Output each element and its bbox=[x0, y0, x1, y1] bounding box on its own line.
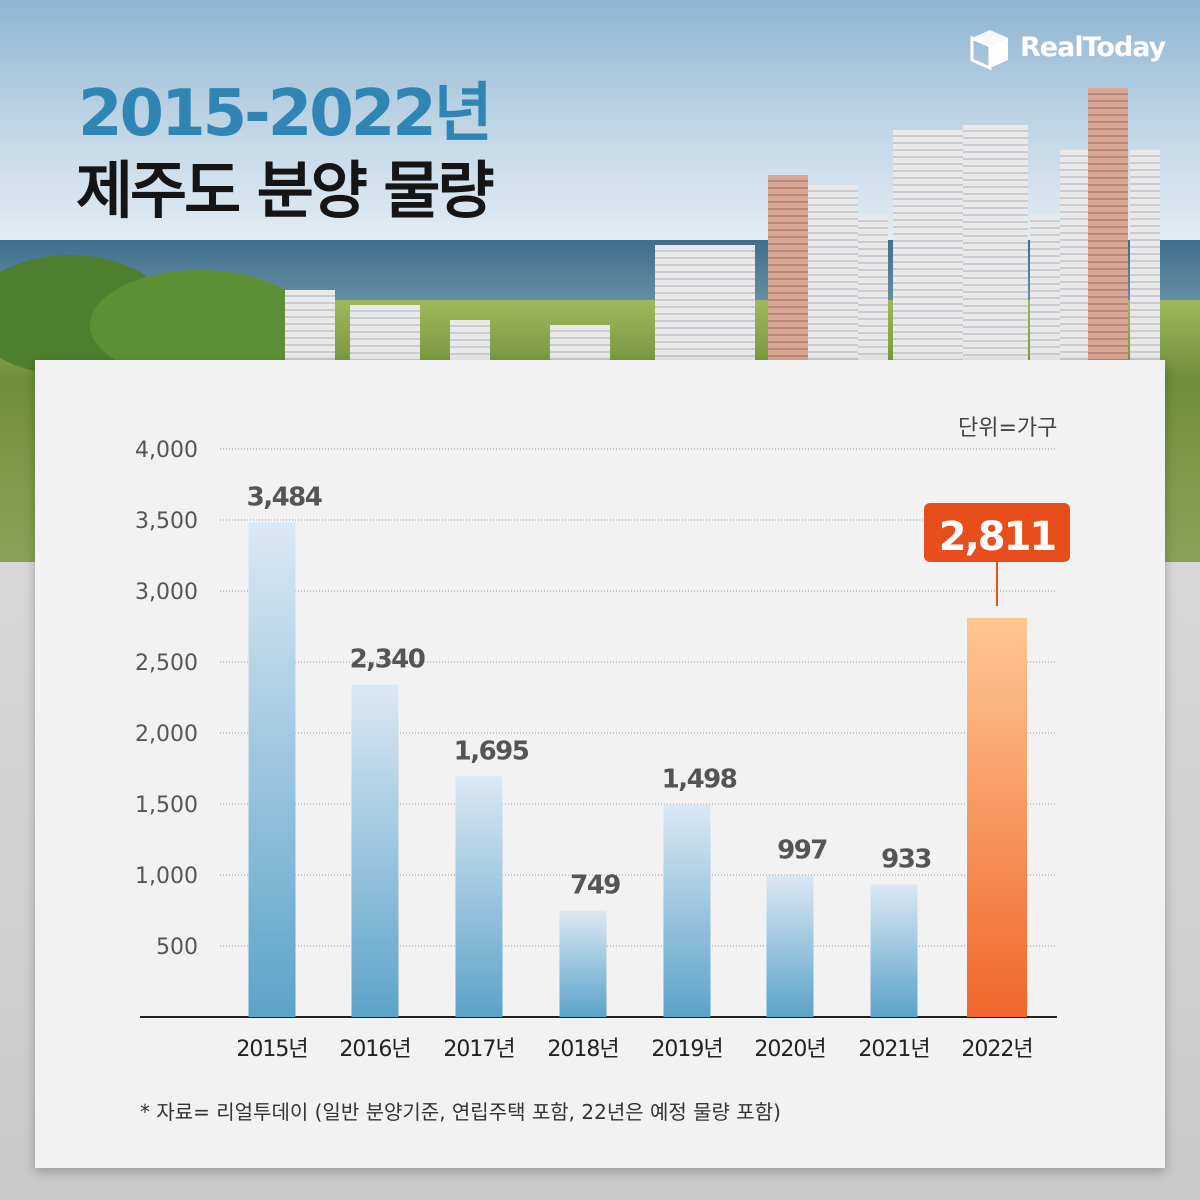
y-tick-label: 3,500 bbox=[135, 509, 198, 534]
title-years: 2015-2022년 bbox=[78, 77, 493, 151]
y-tick-label: 500 bbox=[156, 935, 198, 960]
source-note: * 자료= 리얼투데이 (일반 분양기준, 연립주택 포함, 22년은 예정 물… bbox=[140, 1100, 781, 1124]
x-tick-label: 2016년 bbox=[339, 1037, 410, 1062]
x-tick-label: 2022년 bbox=[961, 1037, 1032, 1062]
y-tick-label: 2,500 bbox=[135, 651, 198, 676]
y-tick-label: 1,500 bbox=[135, 793, 198, 818]
x-tick-label: 2017년 bbox=[443, 1037, 514, 1062]
data-label: 2,811 bbox=[939, 514, 1056, 560]
data-label: 2,340 bbox=[350, 645, 425, 675]
x-tick-label: 2015년 bbox=[236, 1037, 307, 1062]
bar-2018년 bbox=[559, 910, 607, 1017]
data-label: 1,695 bbox=[454, 736, 529, 766]
y-tick-label: 1,000 bbox=[135, 864, 198, 889]
callout-box bbox=[924, 503, 1070, 562]
bar-2019년 bbox=[663, 804, 711, 1017]
data-label: 1,498 bbox=[662, 764, 737, 794]
x-tick-label: 2018년 bbox=[547, 1037, 618, 1062]
bar-2015년 bbox=[248, 522, 296, 1017]
data-label: 749 bbox=[570, 871, 620, 901]
y-tick-label: 4,000 bbox=[135, 438, 198, 463]
title-main: 제주도 분양 물량 bbox=[76, 154, 494, 227]
bar-2021년 bbox=[870, 884, 918, 1017]
data-label: 997 bbox=[777, 835, 827, 865]
x-tick-label: 2020년 bbox=[754, 1037, 825, 1062]
bar-2017년 bbox=[455, 776, 503, 1017]
y-tick-label: 2,000 bbox=[135, 722, 198, 747]
realtoday-logo: RealToday bbox=[968, 24, 1166, 70]
x-tick-label: 2021년 bbox=[858, 1037, 929, 1062]
bar-2022년 bbox=[967, 617, 1027, 1017]
bar-2020년 bbox=[766, 875, 814, 1017]
data-label: 3,484 bbox=[247, 482, 322, 512]
x-tick-label: 2019년 bbox=[651, 1037, 722, 1062]
logo-text: RealToday bbox=[1020, 31, 1166, 63]
unit-label: 단위=가구 bbox=[958, 416, 1058, 441]
bar-2016년 bbox=[351, 684, 399, 1017]
data-label: 933 bbox=[881, 845, 931, 875]
y-tick-label: 3,000 bbox=[135, 580, 198, 605]
cube-logo-icon bbox=[970, 30, 1008, 70]
